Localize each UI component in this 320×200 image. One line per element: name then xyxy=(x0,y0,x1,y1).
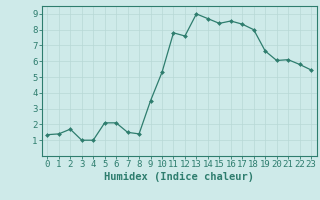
X-axis label: Humidex (Indice chaleur): Humidex (Indice chaleur) xyxy=(104,172,254,182)
